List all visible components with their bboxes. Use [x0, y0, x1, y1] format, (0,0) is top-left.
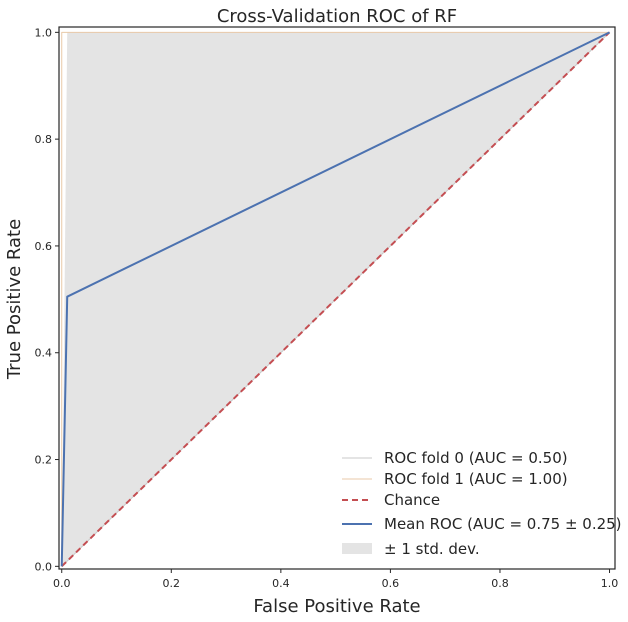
legend-label-fold-1: ROC fold 1 (AUC = 1.00): [384, 470, 568, 488]
plot-area: [58, 26, 616, 570]
legend-item-fold-1: ROC fold 1 (AUC = 1.00): [342, 470, 568, 488]
x-tick-label: 1.0: [601, 577, 619, 590]
legend-item-fold-0: ROC fold 0 (AUC = 0.50): [342, 449, 568, 467]
chance-line: [61, 31, 611, 568]
series-layer: [60, 31, 611, 568]
x-tick-label: 0.4: [272, 577, 290, 590]
legend-swatch-std-band: [342, 543, 372, 554]
legend-label-mean-roc: Mean ROC (AUC = 0.75 ± 0.25): [384, 515, 622, 533]
x-tick-label: 0.2: [163, 577, 181, 590]
roc-fold-1-line: [61, 31, 610, 567]
x-axis-label: False Positive Rate: [253, 596, 420, 617]
legend-label-std-band: ± 1 std. dev.: [384, 540, 480, 558]
y-axis-label: True Positive Rate: [4, 219, 25, 380]
x-tick-label: 0.8: [491, 577, 509, 590]
x-tick-label: 0.6: [382, 577, 400, 590]
x-axis-ticks: 0.0 0.2 0.4 0.6 0.8 1.0: [53, 569, 618, 590]
plot-frame: [58, 26, 616, 570]
legend-item-mean-roc: Mean ROC (AUC = 0.75 ± 0.25): [342, 515, 622, 533]
y-axis-ticks: 0.0 0.2 0.4 0.6 0.8 1.0: [35, 26, 59, 573]
legend: ROC fold 0 (AUC = 0.50) ROC fold 1 (AUC …: [342, 449, 622, 558]
x-tick-label: 0.0: [53, 577, 71, 590]
y-tick-label: 0.6: [35, 240, 53, 253]
legend-label-fold-0: ROC fold 0 (AUC = 0.50): [384, 449, 568, 467]
chart-title: Cross-Validation ROC of RF: [217, 6, 457, 27]
y-tick-label: 0.4: [35, 347, 53, 360]
y-tick-label: 0.0: [35, 560, 53, 573]
legend-item-chance: Chance: [342, 491, 440, 509]
y-tick-label: 1.0: [35, 26, 53, 39]
legend-label-chance: Chance: [384, 491, 440, 509]
y-tick-label: 0.2: [35, 454, 53, 467]
legend-item-std-band: ± 1 std. dev.: [342, 540, 480, 558]
mean-roc-line: [60, 31, 610, 567]
y-tick-label: 0.8: [35, 133, 53, 146]
